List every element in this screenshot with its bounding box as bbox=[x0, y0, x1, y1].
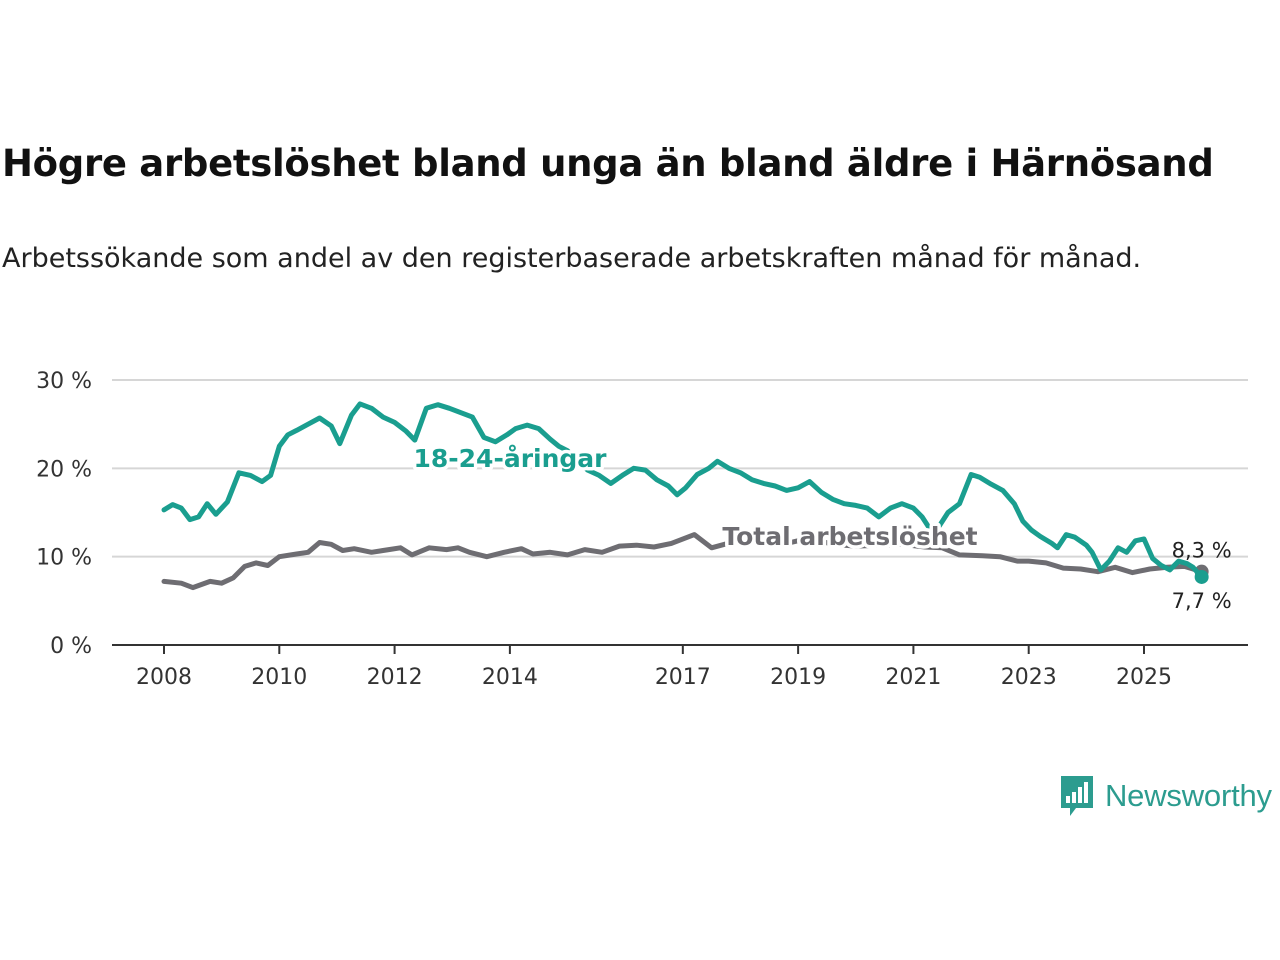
y-tick-label: 30 % bbox=[36, 369, 92, 394]
x-axis: 2008 2010 2012 2014 2017 2019 2021 2023 2025 bbox=[112, 644, 1248, 690]
x-tick-label: 2017 bbox=[655, 665, 711, 690]
end-label-total: 8,3 % bbox=[1172, 539, 1232, 563]
logo-text: Newsworthy bbox=[1105, 778, 1272, 813]
series-endpoint-youth bbox=[1194, 569, 1209, 584]
x-tick-label: 2025 bbox=[1116, 665, 1172, 690]
chart-title: Högre arbetslöshet bland unga än bland ä… bbox=[2, 142, 1214, 185]
series-label-youth: 18-24-åringar bbox=[414, 444, 608, 473]
end-label-youth: 7,7 % bbox=[1172, 589, 1232, 613]
x-tick-label: 2014 bbox=[482, 665, 538, 690]
y-tick-label: 10 % bbox=[36, 546, 92, 571]
x-tick-label: 2010 bbox=[251, 665, 307, 690]
x-tick-label: 2023 bbox=[1001, 665, 1057, 690]
y-tick-label: 0 % bbox=[50, 634, 92, 659]
x-tick-label: 2008 bbox=[136, 665, 192, 690]
x-tick-label: 2021 bbox=[885, 665, 941, 690]
x-tick-label: 2019 bbox=[770, 665, 826, 690]
series-line-youth bbox=[161, 401, 1205, 580]
series-label-total: Total arbetslöshet bbox=[722, 522, 977, 551]
series-labels: 8,3 % 7,7 % 18-24-åringar Total arbetslöshe… bbox=[410, 441, 1232, 613]
series-lines bbox=[161, 401, 1209, 591]
chart-subtitle: Arbetssökande som andel av den registerb… bbox=[2, 243, 1142, 274]
y-axis: 0 % 10 % 20 % 30 % bbox=[36, 369, 92, 659]
bar-chart-speech-bubble-icon bbox=[1061, 776, 1093, 816]
x-tick-label: 2012 bbox=[367, 665, 423, 690]
series-line-total bbox=[161, 532, 1205, 591]
grid-lines bbox=[112, 379, 1248, 558]
newsworthy-logo: Newsworthy bbox=[1058, 772, 1272, 820]
y-tick-label: 20 % bbox=[36, 457, 92, 482]
